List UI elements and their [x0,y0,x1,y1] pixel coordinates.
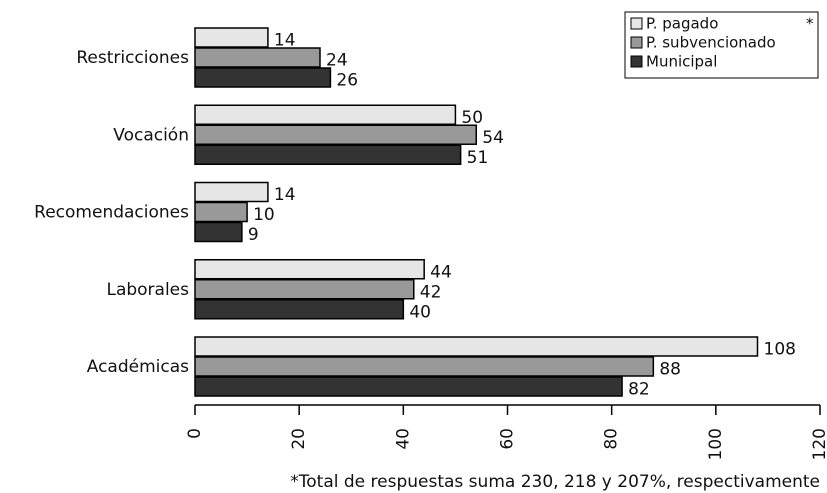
bar [194,104,457,125]
x-tick-label: 40 [393,428,413,450]
legend-label: P. subvencionado [646,34,776,52]
bar [194,221,243,243]
bar [194,181,269,203]
bar [194,336,759,357]
legend-swatch [630,55,643,68]
x-tick-label: 80 [602,428,622,450]
y-tick-label: Recomendaciones [34,203,189,223]
bar [194,27,269,48]
value-label: 14 [274,31,296,51]
x-tick-label: 120 [810,428,827,460]
bar [194,259,425,280]
bar [194,67,332,88]
value-label: 42 [420,282,442,302]
legend-note: * [806,15,814,33]
legend-swatch [630,17,643,30]
value-label: 14 [274,185,296,205]
y-tick-label: Restricciones [76,48,189,68]
y-tick-label: Académicas [87,357,189,377]
value-label: 40 [409,302,431,322]
value-label: 88 [659,360,681,380]
legend-label: Municipal [646,53,717,71]
value-label: 51 [467,148,489,168]
bar [194,299,405,320]
bar [194,201,248,223]
y-tick-label: Laborales [106,280,189,300]
value-label: 108 [764,340,796,360]
x-tick-label: 100 [706,428,726,460]
legend-label: P. pagado [646,15,718,33]
footnote: *Total de respuestas suma 230, 218 y 207… [290,472,820,492]
bar [194,144,462,165]
value-label: 24 [326,51,348,71]
value-label: 26 [336,71,358,91]
x-tick-label: 60 [498,428,518,450]
value-label: 54 [482,128,504,148]
bar [194,47,321,68]
value-label: 10 [253,205,275,225]
bar [194,356,655,377]
legend-box [624,11,819,79]
legend-swatch [630,36,643,49]
bar [194,376,623,397]
y-tick-label: Vocación [113,125,189,145]
bar [194,279,415,300]
x-tick-label: 0 [185,428,205,439]
value-label: 50 [461,108,483,128]
value-label: 82 [628,380,650,400]
bar [194,124,477,145]
value-label: 9 [248,225,259,245]
value-label: 44 [430,262,452,282]
x-tick-label: 20 [289,428,309,450]
